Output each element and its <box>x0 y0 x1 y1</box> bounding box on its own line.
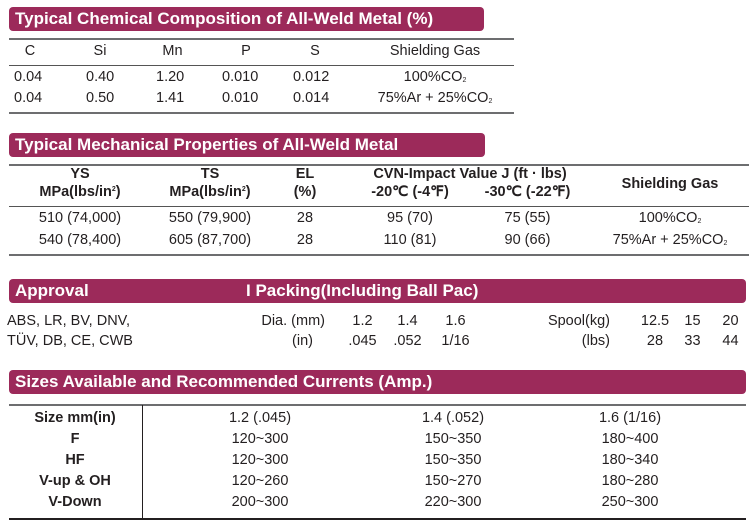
size-cell: 120~300 <box>231 431 289 447</box>
mech-cell: 110 (81) <box>383 232 437 248</box>
position-hf-label: HF <box>65 452 85 468</box>
chemical-bottom-rule <box>9 112 514 114</box>
chem-cell: 1.41 <box>156 90 185 106</box>
mech-header-el-unit: (%) <box>293 184 317 200</box>
mech-gas-cell: 75%Ar + 25%CO2 <box>612 232 728 248</box>
chemical-mid-rule <box>9 65 514 66</box>
mechanical-top-rule <box>9 164 749 166</box>
approval-line-2: TÜV, DB, CE, CWB <box>7 333 133 349</box>
mech-header-ts-unit: MPa(lbs/in2) <box>169 184 251 200</box>
position-vup-label: V-up & OH <box>39 473 111 489</box>
mech-cell: 550 (79,900) <box>168 210 252 226</box>
mech-cell: 75 (55) <box>504 210 551 226</box>
spool-lbs-1: 28 <box>646 333 664 349</box>
mech-gas-cell: 100%CO2 <box>638 210 702 226</box>
size-cell: 150~350 <box>424 431 482 447</box>
chem-header-s: S <box>310 43 320 59</box>
size-cell: 1.2 (.045) <box>228 410 292 426</box>
size-cell: 120~260 <box>231 473 289 489</box>
sizes-top-rule <box>9 404 746 406</box>
spool-kg-1: 12.5 <box>640 313 670 329</box>
mech-cell: 510 (74,000) <box>38 210 122 226</box>
mech-header-ys-unit: MPa(lbs/in2) <box>39 184 121 200</box>
chem-cell: 0.50 <box>86 90 115 106</box>
size-label: Size mm(in) <box>34 410 116 426</box>
dia-in-label: (in) <box>292 333 313 349</box>
dia-mm-2: 1.4 <box>397 313 418 329</box>
mech-header-cvn-20: -20℃ (-4℉) <box>371 184 449 200</box>
chem-cell: 1.20 <box>156 69 185 85</box>
dia-in-3: 1/16 <box>441 333 470 349</box>
chem-gas-cell: 100%CO2 <box>403 69 467 85</box>
mech-cell: 28 <box>296 232 314 248</box>
spool-kg-2: 15 <box>684 313 701 329</box>
size-cell: 250~300 <box>601 494 659 510</box>
size-cell: 200~300 <box>231 494 289 510</box>
spool-lbs-3: 44 <box>722 333 739 349</box>
sizes-title-bar: Sizes Available and Recommended Currents… <box>9 370 746 394</box>
mech-header-el: EL <box>295 166 315 182</box>
mech-cell: 28 <box>296 210 314 226</box>
approval-title: Approval <box>15 281 89 300</box>
chem-cell: 0.010 <box>222 69 259 85</box>
spool-lbs-label: (lbs) <box>581 333 610 349</box>
dia-mm-3: 1.6 <box>445 313 466 329</box>
chem-gas-cell: 75%Ar + 25%CO2 <box>377 90 493 106</box>
mech-cell: 605 (87,700) <box>168 232 252 248</box>
mech-header-gas: Shielding Gas <box>621 176 719 192</box>
sizes-divider <box>142 405 143 518</box>
mechanical-title-bar: Typical Mechanical Properties of All-Wel… <box>9 133 485 157</box>
dia-in-1: .045 <box>348 333 377 349</box>
size-cell: 180~340 <box>601 452 659 468</box>
position-f-label: F <box>70 431 80 447</box>
chem-header-c: C <box>24 43 36 59</box>
chem-header-p: P <box>241 43 251 59</box>
approval-packing-bar: Approval I Packing(Including Ball Pac) <box>9 279 746 303</box>
size-cell: 150~350 <box>424 452 482 468</box>
position-vdown-label: V-Down <box>48 494 102 510</box>
mech-header-cvn-30: -30℃ (-22℉) <box>484 184 571 200</box>
dia-mm-1: 1.2 <box>352 313 373 329</box>
size-cell: 180~400 <box>601 431 659 447</box>
chem-cell: 0.04 <box>14 90 43 106</box>
dia-mm-label: Dia. (mm) <box>261 313 325 329</box>
mech-header-cvn: CVN-Impact Value J (ft · lbs) <box>373 166 567 182</box>
size-cell: 150~270 <box>424 473 482 489</box>
chem-header-mn: Mn <box>162 43 183 59</box>
mech-cell: 90 (66) <box>504 232 551 248</box>
spool-kg-3: 20 <box>722 313 739 329</box>
packing-title: I Packing(Including Ball Pac) <box>246 281 479 300</box>
spool-kg-label: Spool(kg) <box>547 313 610 329</box>
approval-line-1: ABS, LR, BV, DNV, <box>7 313 131 329</box>
sizes-bottom-rule <box>9 518 746 520</box>
mech-header-ys: YS <box>70 166 90 182</box>
spool-lbs-2: 33 <box>684 333 701 349</box>
size-cell: 1.6 (1/16) <box>598 410 662 426</box>
chem-cell: 0.010 <box>222 90 259 106</box>
chem-cell: 0.04 <box>14 69 43 85</box>
size-cell: 1.4 (.052) <box>421 410 485 426</box>
chem-header-si: Si <box>93 43 107 59</box>
chemical-title-bar: Typical Chemical Composition of All-Weld… <box>9 7 484 31</box>
mech-header-ts: TS <box>200 166 220 182</box>
chem-header-gas: Shielding Gas <box>389 43 481 59</box>
size-cell: 180~280 <box>601 473 659 489</box>
chem-cell: 0.014 <box>293 90 330 106</box>
mech-cell: 540 (78,400) <box>38 232 122 248</box>
chemical-top-rule <box>9 38 514 40</box>
mechanical-bottom-rule <box>9 254 749 256</box>
chem-cell: 0.012 <box>293 69 330 85</box>
size-cell: 120~300 <box>231 452 289 468</box>
chem-cell: 0.40 <box>86 69 115 85</box>
dia-in-2: .052 <box>393 333 422 349</box>
size-cell: 220~300 <box>424 494 482 510</box>
mechanical-mid-rule <box>9 206 749 207</box>
mech-cell: 95 (70) <box>387 210 433 226</box>
